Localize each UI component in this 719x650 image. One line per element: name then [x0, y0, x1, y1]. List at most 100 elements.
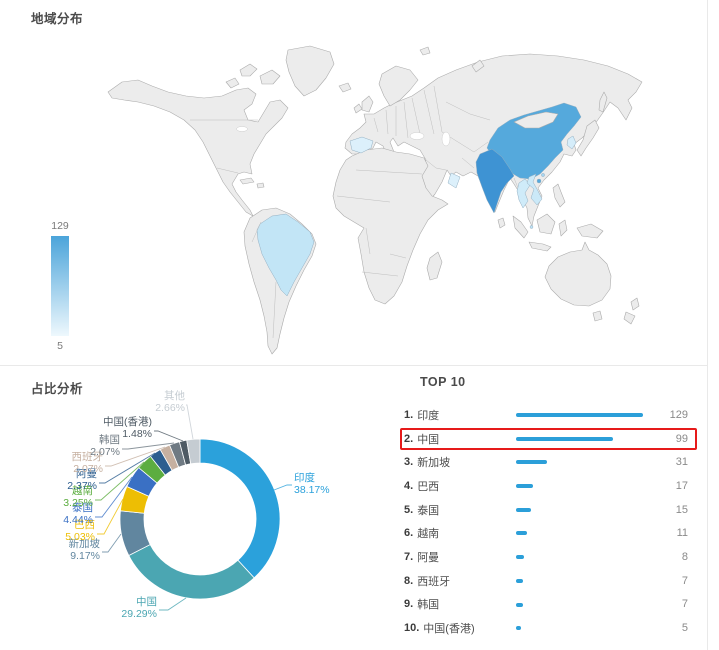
pie-label-singapore: 9.17% — [70, 550, 100, 562]
top10-rank: 1. — [404, 408, 414, 421]
pie-panel: 占比分析 印度 38.17% 中国 29.29% 新加坡 9.17% 巴西 5.03% 泰国 4.… — [0, 365, 400, 650]
top10-bar — [516, 413, 643, 417]
top10-value: 99 — [675, 432, 688, 445]
map-land-uk — [361, 95, 374, 113]
top10-value: 7 — [681, 598, 688, 611]
map-country-hainan-dot[interactable] — [536, 178, 542, 184]
top10-row-thailand[interactable]: 5. 泰国 15 — [404, 498, 704, 522]
pie-label-vietnam: 3.25% — [63, 497, 93, 509]
map-land-mongolia — [513, 111, 559, 129]
pie-leader-oman — [99, 452, 156, 484]
map-land-sri-lanka — [497, 217, 506, 229]
pie-label-india: 印度 — [294, 471, 315, 484]
map-land-scandinavia — [378, 65, 419, 107]
map-land-sulawesi — [558, 219, 568, 237]
top10-value: 5 — [681, 622, 688, 635]
pie-label-china: 中国 — [136, 595, 157, 608]
map-country-vietnam[interactable] — [526, 173, 543, 206]
map-land-north-america — [107, 79, 289, 217]
pie-leader-thailand — [95, 476, 133, 518]
top10-row-oman[interactable]: 7. 阿曼 8 — [404, 545, 704, 569]
map-country-south-korea[interactable] — [566, 135, 577, 150]
top10-bar — [516, 578, 523, 583]
top10-row-singapore[interactable]: 3. 新加坡 31 — [404, 450, 704, 474]
pie-label-china: 29.29% — [121, 608, 157, 620]
pie-leader-brazil — [97, 498, 124, 535]
map-country-hong-kong[interactable] — [541, 173, 545, 177]
top10-row-spain[interactable]: 8. 西班牙 7 — [404, 569, 704, 593]
horizontal-divider — [0, 365, 708, 366]
top10-row-hongkong[interactable]: 10. 中国(香港) 5 — [404, 616, 704, 640]
world-map-panel — [90, 42, 652, 360]
pie-leader-hongkong — [154, 430, 184, 442]
pie-slice-others[interactable] — [186, 438, 201, 465]
map-legend: 129 5 — [44, 220, 76, 352]
map-land-new-guinea — [576, 223, 604, 239]
map-land-australia — [544, 241, 612, 307]
top10-name: 新加坡 — [417, 457, 451, 470]
legend-max-label: 129 — [51, 220, 69, 232]
map-great-lakes — [236, 126, 248, 132]
map-country-spain[interactable] — [349, 136, 374, 154]
top10-row-brazil[interactable]: 4. 巴西 17 — [404, 474, 704, 498]
map-land-japan — [576, 119, 600, 157]
map-black-sea — [409, 132, 425, 140]
map-land-new-zealand — [630, 297, 640, 311]
top10-name: 印度 — [417, 409, 440, 422]
map-land-arctic-island — [239, 63, 258, 77]
pie-label-spain: 2.07% — [73, 463, 103, 475]
map-land-arctic-island — [259, 69, 281, 85]
top10-rank: 6. — [404, 527, 414, 540]
top10-name: 巴西 — [417, 480, 440, 493]
top10-rank: 7. — [404, 550, 414, 563]
map-land-tasmania — [592, 310, 603, 322]
pie-slice-china[interactable] — [128, 544, 255, 600]
map-country-oman[interactable] — [447, 172, 461, 189]
world-map — [107, 45, 643, 355]
pie-label-thailand: 4.44% — [63, 514, 93, 526]
top10-rank: 8. — [404, 574, 414, 587]
top10-value: 31 — [675, 456, 688, 469]
top10-bar — [516, 626, 521, 631]
top10-row-india[interactable]: 1. 印度 129 — [404, 403, 704, 427]
map-land-ireland — [353, 103, 363, 114]
pie-label-hongkong: 中国(香港) — [103, 415, 152, 428]
pie-leader-others — [186, 404, 194, 440]
top10-value: 8 — [681, 550, 688, 563]
pie-leader-india — [273, 484, 292, 491]
pie-label-korea: 韩国 — [99, 433, 120, 446]
top10-row-china[interactable]: 2. 中国 99 — [404, 427, 704, 451]
pie-label-brazil: 巴西 — [74, 519, 95, 531]
top10-row-korea[interactable]: 9. 韩国 7 — [404, 593, 704, 617]
map-country-singapore[interactable] — [529, 225, 534, 229]
map-land-sumatra — [512, 215, 529, 239]
map-country-brazil[interactable] — [256, 213, 315, 297]
top10-name: 西班牙 — [417, 575, 451, 588]
pie-slice-india[interactable] — [199, 438, 281, 579]
top10-name: 中国 — [417, 433, 440, 446]
pie-label-brazil: 5.03% — [65, 531, 95, 543]
map-caspian-sea — [441, 131, 451, 147]
map-land-novaya-zemlya — [471, 59, 485, 73]
pie-title: 占比分析 — [31, 382, 84, 396]
pie-leader-spain — [105, 446, 166, 467]
top10-bar — [516, 507, 531, 512]
map-country-india[interactable] — [475, 148, 515, 214]
map-country-thailand[interactable] — [516, 178, 531, 209]
top10-value: 129 — [669, 408, 688, 421]
top10-name: 越南 — [417, 528, 440, 541]
top10-value: 7 — [681, 574, 688, 587]
top10-list: 1. 印度 129 2. 中国 99 3. 新加坡 31 4. 巴西 17 5. 泰国 15 6. 越南 11 7.… — [404, 403, 704, 640]
pie-label-thailand: 泰国 — [72, 501, 93, 514]
map-land-arctic-island — [225, 77, 240, 89]
pie-label-india: 38.17% — [294, 484, 330, 496]
map-land-madagascar — [426, 251, 443, 281]
top10-bar — [516, 531, 527, 536]
map-land-greenland — [285, 45, 335, 97]
pie-label-others: 2.66% — [155, 402, 185, 414]
pie-leader-vietnam — [95, 461, 145, 501]
top10-name: 阿曼 — [417, 551, 440, 564]
top10-rank: 3. — [404, 456, 414, 469]
top10-row-vietnam[interactable]: 6. 越南 11 — [404, 521, 704, 545]
top10-value: 17 — [675, 479, 688, 492]
